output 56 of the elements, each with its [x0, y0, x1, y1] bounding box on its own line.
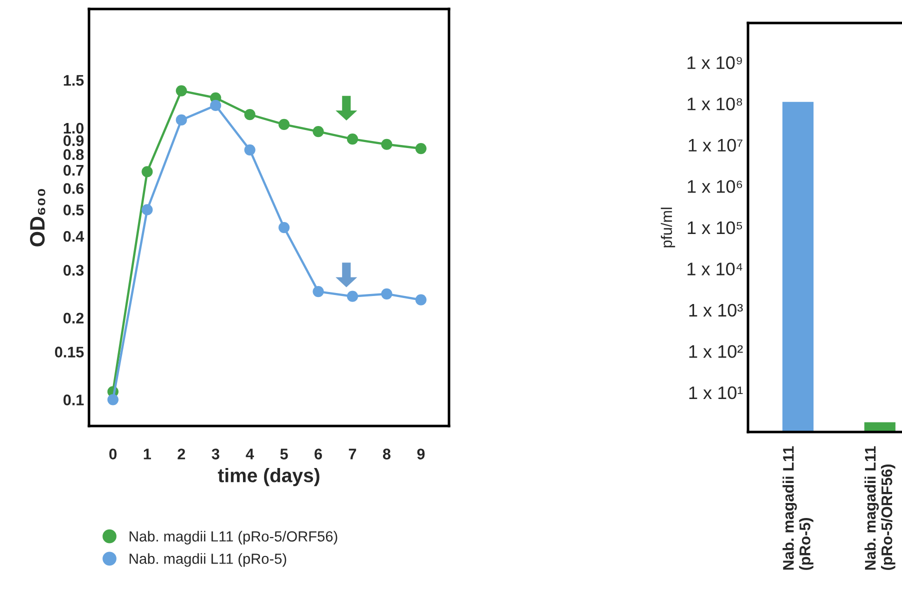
point: [312, 126, 324, 138]
x-tick-label: 0: [109, 448, 117, 460]
y-tick-label: 0.3: [64, 264, 84, 276]
point: [176, 114, 187, 126]
x-tick-label: 5: [280, 448, 288, 460]
x-tick-label: 9: [417, 448, 425, 460]
y-axis-title: OD₆₀₀: [30, 188, 46, 246]
x-tick-label: Nab. magadii L11 (pRo-5): [782, 446, 814, 570]
y-tick-label: 0.2: [64, 312, 84, 324]
y-tick-label: 0.7: [64, 164, 84, 176]
point: [346, 290, 358, 302]
point: [415, 142, 426, 154]
y-tick-label: 0.1: [64, 394, 84, 406]
x-tick-label: 4: [246, 448, 254, 460]
x-tick-label: 2: [178, 448, 186, 460]
y-tick-label: 1 x 10¹: [689, 386, 743, 400]
point: [244, 109, 256, 120]
x-axis-title: time (days): [218, 468, 320, 486]
y-tick-label: 1 x 10⁵: [688, 221, 742, 234]
y-tick-label: 0.4: [64, 230, 84, 242]
y-tick-label: 0.5: [64, 204, 84, 216]
y-tick-label: 1 x 10⁷: [688, 138, 742, 152]
y-tick-label: 1.5: [64, 75, 84, 86]
point: [142, 204, 153, 216]
y-tick-label: 1.0: [64, 122, 84, 134]
point: [278, 222, 290, 234]
point: [312, 286, 324, 298]
y-tick-label: 1 x 10³: [689, 304, 743, 317]
x-tick-label: 1: [144, 448, 151, 460]
x-tick-label: 7: [348, 448, 356, 460]
point: [415, 294, 426, 306]
legend-label: Nab. magdii L11 (pRo-5): [130, 553, 286, 567]
x-tick-label: 3: [212, 448, 220, 460]
point: [244, 144, 256, 156]
point: [142, 166, 153, 178]
point: [346, 134, 358, 145]
y-tick-label: 0.15: [55, 346, 84, 358]
x-tick-label: 8: [382, 448, 390, 460]
point: [278, 118, 290, 130]
point: [176, 85, 187, 96]
y-tick-label: 0.9: [64, 135, 84, 146]
y-axis-title: pfu/ml: [660, 208, 676, 248]
y-tick-label: 1 x 10⁹: [688, 56, 742, 70]
point: [381, 288, 392, 300]
x-tick-label: Nab. magadii L11 (pRo-5/ORF56): [864, 446, 896, 570]
y-tick-label: 1 x 10⁶: [688, 180, 742, 193]
y-tick-label: 0.8: [64, 149, 84, 160]
y-tick-label: 1 x 10⁴: [688, 262, 742, 276]
legend-label: Nab. magdii L11 (pRo-5/ORF56): [130, 530, 338, 544]
point: [107, 394, 119, 406]
y-tick-label: 1 x 10⁸: [688, 98, 742, 110]
y-tick-label: 1 x 10²: [689, 345, 743, 358]
point: [210, 100, 222, 112]
x-tick-label: 6: [314, 448, 322, 460]
point: [381, 138, 392, 150]
y-tick-label: 0.6: [64, 183, 84, 194]
